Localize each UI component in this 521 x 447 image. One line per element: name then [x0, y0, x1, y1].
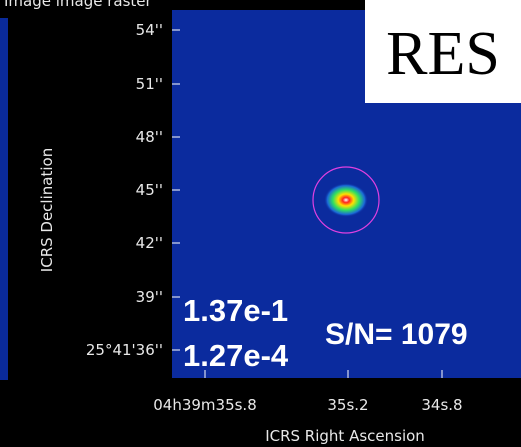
x-tick-label: 35s.2 [327, 396, 368, 414]
snr: S/N= 1079 [325, 318, 468, 351]
y-axis-label: ICRS Declination [38, 148, 56, 272]
peak: 1.37e-1 [183, 293, 288, 328]
tag: RES [386, 20, 500, 88]
x-tick-label: 04h39m35s.8 [153, 396, 257, 414]
y-tick-label: 48'' [136, 128, 163, 146]
y-tick-label: 25°41'36'' [86, 341, 163, 359]
source [324, 183, 368, 217]
viewer: Image image raster RES 1.37e-1 1.27e-4 S… [0, 0, 521, 447]
y-tick-label: 39'' [136, 288, 163, 306]
x-axis-label: ICRS Right Ascension [265, 427, 425, 445]
panel-title: Image image raster [4, 0, 153, 10]
x-tick-label: 34s.8 [421, 396, 462, 414]
rms: 1.27e-4 [183, 338, 289, 373]
y-tick-label: 54'' [136, 21, 163, 39]
y-tick-label: 45'' [136, 181, 163, 199]
y-tick-label: 42'' [136, 234, 163, 252]
y-tick-label: 51'' [136, 75, 163, 93]
left-panel-edge [0, 18, 8, 380]
